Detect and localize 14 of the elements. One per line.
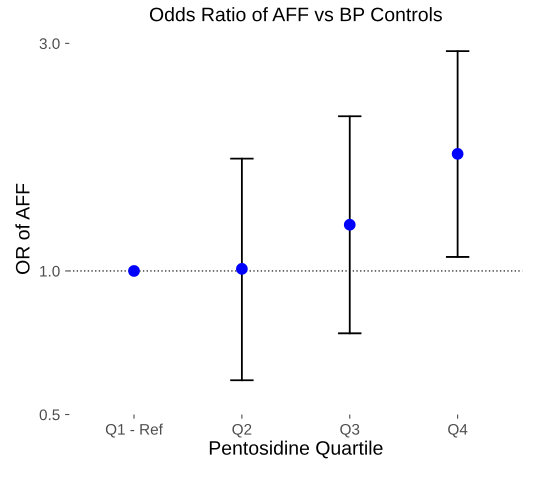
point	[128, 265, 140, 277]
y-tick-label: 1.0	[40, 266, 60, 277]
y-tick-label: 0.5	[40, 409, 60, 420]
point	[452, 148, 464, 160]
x-axis-title: Pentosidine Quartile	[210, 440, 383, 458]
y-tick-label: 3.0	[40, 38, 60, 50]
y-axis-title: OR of AFF	[15, 184, 30, 274]
x-tick-label: Q4	[448, 424, 468, 438]
x-tick-label: Q3	[340, 424, 360, 438]
x-tick-label: Q2	[232, 424, 252, 438]
chart-title: Odds Ratio of AFF vs BP Controls	[150, 7, 442, 22]
point	[344, 218, 356, 231]
x-tick-label: Q1 - Ref	[106, 424, 163, 438]
point	[236, 263, 248, 275]
